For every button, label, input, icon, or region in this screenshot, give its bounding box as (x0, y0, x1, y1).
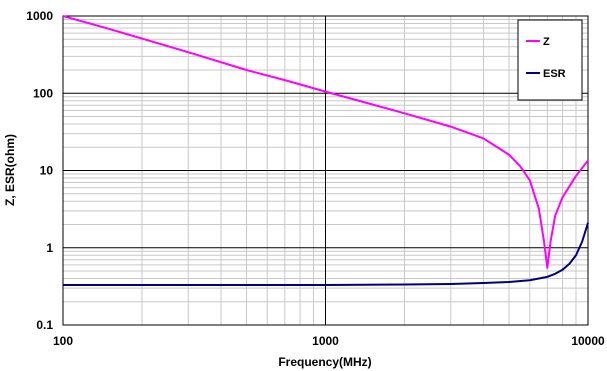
x-tick-labels: 100 1000 10000 (53, 334, 605, 348)
plot-frame (62, 15, 589, 326)
series-line-esr (63, 222, 589, 286)
y-axis-label: Z, ESR(ohm) (3, 134, 17, 206)
legend-label-esr: ESR (543, 68, 566, 80)
legend: Z ESR (517, 19, 583, 101)
x-tick-label: 1000 (312, 334, 339, 348)
series-lines (62, 15, 589, 286)
y-tick-label: 100 (33, 86, 53, 100)
series-line-z (62, 15, 589, 269)
legend-box (517, 19, 583, 101)
y-tick-label: 10 (40, 164, 54, 178)
y-tick-labels: 0.1 1 10 100 1000 (26, 9, 53, 332)
y-tick-label: 1000 (26, 9, 53, 23)
y-tick-label: 0.1 (36, 318, 53, 332)
grid-major (63, 16, 588, 325)
x-tick-label: 10000 (571, 334, 605, 348)
x-axis-label: Frequency(MHz) (278, 355, 371, 369)
legend-label-z: Z (543, 36, 550, 48)
y-tick-label: 1 (46, 241, 53, 255)
x-tick-label: 100 (53, 334, 73, 348)
